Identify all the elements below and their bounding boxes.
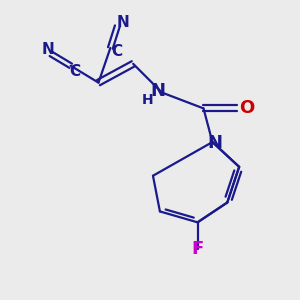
Text: C: C <box>111 44 122 59</box>
Text: F: F <box>191 240 204 258</box>
Text: H: H <box>142 94 154 107</box>
Text: O: O <box>239 99 255 117</box>
Text: N: N <box>207 134 222 152</box>
Text: N: N <box>150 82 165 100</box>
Text: C: C <box>69 64 80 79</box>
Text: N: N <box>117 15 130 30</box>
Text: N: N <box>42 42 54 57</box>
